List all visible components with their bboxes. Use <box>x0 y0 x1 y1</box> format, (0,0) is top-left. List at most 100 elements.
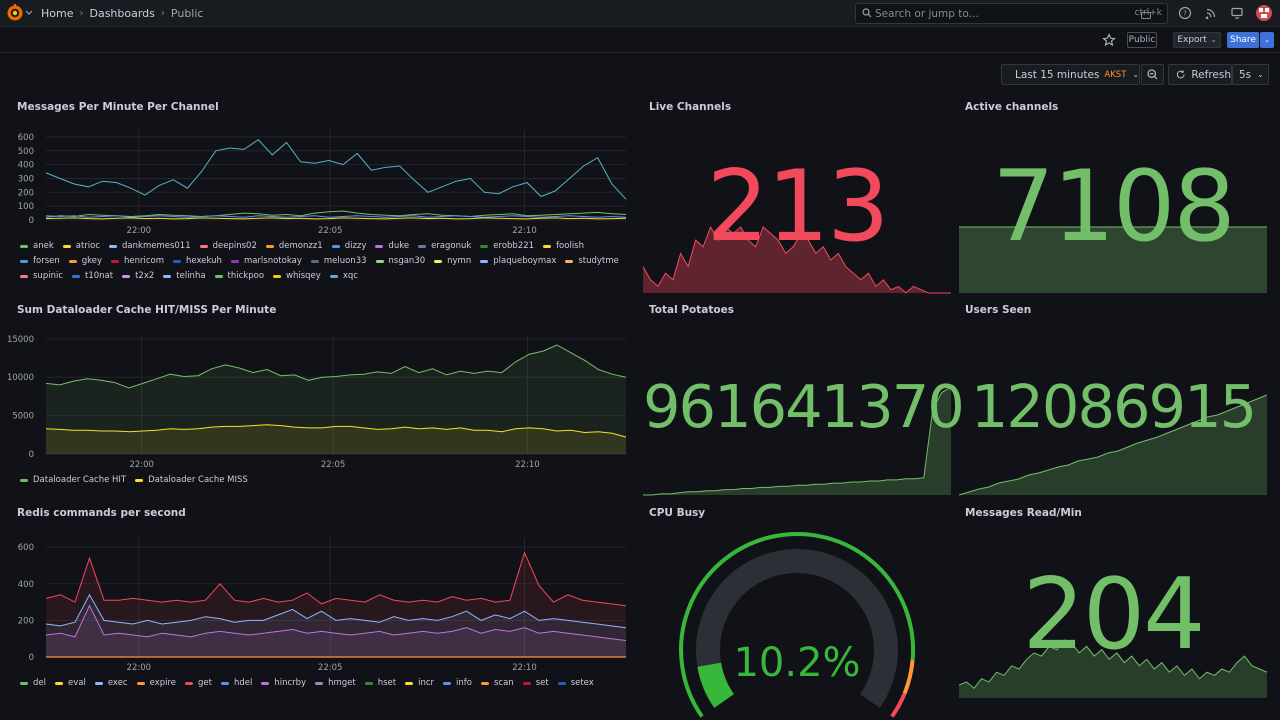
legend-label: thickpoo <box>227 271 265 281</box>
legend-item[interactable]: t2x2 <box>122 271 154 281</box>
legend-label: del <box>33 678 46 688</box>
active-channels-value: 7108 <box>992 150 1235 264</box>
legend-item[interactable]: setex <box>557 678 594 688</box>
legend-item[interactable]: atrioc <box>62 241 100 251</box>
panel-title-users-seen[interactable]: Users Seen <box>965 304 1032 316</box>
legend-item[interactable]: hmget <box>315 678 356 688</box>
grafana-logo-icon[interactable] <box>6 4 24 22</box>
zoom-out-button[interactable] <box>1141 64 1164 85</box>
legend-item[interactable]: xqc <box>329 271 358 281</box>
legend-item[interactable]: hdel <box>220 678 252 688</box>
legend-item[interactable]: demonzz1 <box>265 241 323 251</box>
legend-item[interactable]: eval <box>55 678 86 688</box>
active-channels-sparkline <box>959 226 1267 293</box>
legend-item[interactable]: plaqueboymax <box>480 256 556 266</box>
panel-title-messages-read[interactable]: Messages Read/Min <box>965 507 1082 519</box>
total-potatoes-sparkline <box>643 386 952 496</box>
legend-label: forsen <box>33 256 60 266</box>
legend-item[interactable]: hset <box>364 678 396 688</box>
legend-item[interactable]: dankmemes011 <box>109 241 191 251</box>
legend-item[interactable]: nymn <box>434 256 471 266</box>
panel-title-active-channels[interactable]: Active channels <box>965 101 1059 113</box>
breadcrumb-home[interactable]: Home <box>41 7 74 20</box>
legend-label: dankmemes011 <box>122 241 191 251</box>
legend-swatch <box>230 259 239 263</box>
breadcrumb-dashboards[interactable]: Dashboards <box>89 7 155 20</box>
legend-item[interactable]: hincrby <box>261 678 306 688</box>
legend-swatch <box>522 681 531 685</box>
legend-swatch <box>405 681 414 685</box>
messages-read-value: 204 <box>1022 558 1205 672</box>
time-range-picker[interactable]: Last 15 minutes AKST ⌄ <box>1001 64 1140 85</box>
share-button[interactable]: Share <box>1227 32 1259 48</box>
legend-item[interactable]: expire <box>136 678 176 688</box>
legend-item[interactable]: hexekuh <box>173 256 222 266</box>
legend-item[interactable]: Dataloader Cache MISS <box>135 475 248 485</box>
legend-item[interactable]: whisqey <box>273 271 321 281</box>
gauge-track <box>696 548 898 708</box>
monitor-icon[interactable] <box>1230 6 1244 20</box>
messages-timeseries-chart[interactable]: 0 100 200 300 400 500 600 22:00 22:05 22:10 <box>0 125 630 236</box>
sparkline-line <box>958 394 1268 496</box>
chevron-down-icon: ⌄ <box>1257 70 1264 79</box>
panel-title-dataloader[interactable]: Sum Dataloader Cache HIT/MISS Per Minute <box>17 304 277 316</box>
redis-timeseries-chart[interactable]: 0 200 400 600 22:00 22:05 22:10 <box>0 533 630 673</box>
legend-item[interactable]: exec <box>94 678 128 688</box>
legend-item[interactable]: nsgan30 <box>375 256 425 266</box>
legend-item[interactable]: t10nat <box>72 271 113 281</box>
panel-title-total-potatoes[interactable]: Total Potatoes <box>649 304 734 316</box>
legend-item[interactable]: set <box>522 678 549 688</box>
legend-item[interactable]: duke <box>375 241 409 251</box>
star-icon[interactable] <box>1102 33 1116 47</box>
panel-title-live-channels[interactable]: Live Channels <box>649 101 732 113</box>
legend-item[interactable]: eragonuk <box>418 241 471 251</box>
legend-item[interactable]: foolish <box>543 241 584 251</box>
panel-title-messages[interactable]: Messages Per Minute Per Channel <box>17 101 219 113</box>
y-tick-label: 0 <box>29 653 34 663</box>
y-tick-label: 600 <box>18 543 34 553</box>
y-tick-label: 400 <box>18 580 34 590</box>
refresh-button[interactable]: Refresh <box>1168 64 1232 85</box>
legend-item[interactable]: del <box>20 678 46 688</box>
series-line-dataloader-cache-miss <box>45 424 627 438</box>
legend-swatch <box>68 259 77 263</box>
export-button[interactable]: Export ⌄ <box>1173 32 1221 48</box>
refresh-interval-picker[interactable]: 5s ⌄ <box>1232 64 1269 85</box>
share-options-button[interactable]: ⌄ <box>1260 32 1274 48</box>
legend-item[interactable]: anek <box>20 241 54 251</box>
user-avatar[interactable] <box>1256 5 1272 21</box>
legend-item[interactable]: henricom <box>111 256 164 266</box>
legend-item[interactable]: forsen <box>20 256 60 266</box>
legend-item[interactable]: erobb221 <box>480 241 534 251</box>
legend-item[interactable]: telinha <box>163 271 206 281</box>
refresh-label: Refresh <box>1191 68 1231 81</box>
legend-label: nymn <box>447 256 472 266</box>
legend-label: dizzy <box>344 241 367 251</box>
legend-item[interactable]: thickpoo <box>214 271 265 281</box>
legend-item[interactable]: dizzy <box>331 241 367 251</box>
legend-item[interactable]: supinic <box>20 271 63 281</box>
legend-item[interactable]: incr <box>405 678 434 688</box>
rss-icon[interactable] <box>1204 6 1218 20</box>
gauge-value-arc <box>697 662 735 708</box>
panel-title-cpu-busy[interactable]: CPU Busy <box>649 507 706 519</box>
dataloader-timeseries-chart[interactable]: 0 5000 10000 15000 22:00 22:05 22:10 <box>0 330 630 470</box>
search-input[interactable]: Search or jump to... ctrl+k <box>855 3 1168 24</box>
legend-item[interactable]: Dataloader Cache HIT <box>20 475 126 485</box>
legend-item[interactable]: deepins02 <box>199 241 257 251</box>
legend-label: hmget <box>328 678 356 688</box>
legend-item[interactable]: gkey <box>68 256 102 266</box>
legend-item[interactable]: scan <box>480 678 514 688</box>
panel-title-redis[interactable]: Redis commands per second <box>17 507 186 519</box>
legend-swatch <box>315 681 324 685</box>
legend-item[interactable]: get <box>185 678 212 688</box>
legend-label: Dataloader Cache MISS <box>148 475 248 485</box>
legend-item[interactable]: meluon33 <box>310 256 367 266</box>
legend-swatch <box>480 259 489 263</box>
series-line-xqc <box>45 139 627 200</box>
help-icon[interactable]: ? <box>1178 6 1192 20</box>
legend-item[interactable]: studytme <box>565 256 619 266</box>
legend-item[interactable]: info <box>443 678 472 688</box>
legend-item[interactable]: marlsnotokay <box>230 256 302 266</box>
chevron-down-icon[interactable] <box>25 9 33 17</box>
